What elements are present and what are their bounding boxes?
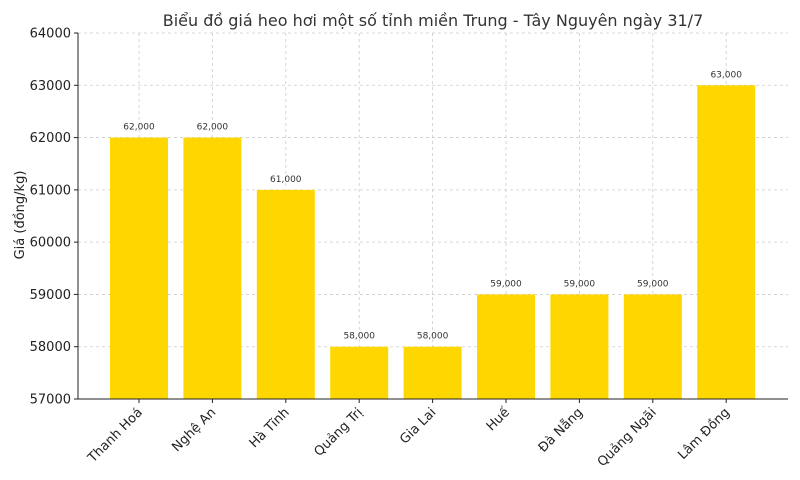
- y-tick-label: 63000: [30, 79, 71, 94]
- bar: [256, 189, 315, 399]
- data-label: 59,000: [637, 279, 669, 289]
- data-labels: 62,000 62,000 61,000 58,000 58,000 59,000 59,0…: [123, 70, 742, 341]
- x-tick-labels: Thanh Hoá Nghệ An Hà Tĩnh Quảng Trị Gia Lai H…: [85, 405, 733, 470]
- bar: [110, 137, 168, 400]
- data-label: 63,000: [710, 70, 742, 80]
- x-tick-label: Nghệ An: [169, 405, 219, 455]
- data-label: 59,000: [564, 279, 596, 289]
- y-tick-label: 60000: [30, 236, 71, 251]
- y-tick-label: 57000: [30, 393, 71, 408]
- data-label: 59,000: [490, 279, 522, 289]
- bar: [697, 85, 756, 400]
- chart-title: Biểu đồ giá heo hơi một số tỉnh miền Tru…: [163, 11, 704, 30]
- data-label: 62,000: [197, 123, 229, 133]
- bar: [550, 294, 609, 399]
- x-tick-label: Gia Lai: [397, 405, 439, 447]
- y-tick-label: 58000: [30, 340, 71, 355]
- y-tick-label: 64000: [30, 27, 71, 42]
- y-tick-label: 62000: [30, 131, 71, 146]
- bar: [330, 346, 389, 399]
- axes: [74, 32, 788, 403]
- data-label: 62,000: [123, 123, 155, 133]
- y-tick-labels: 57000 58000 59000 60000 61000 62000 63000 64000: [30, 27, 71, 408]
- bar: [183, 137, 242, 400]
- data-label: 61,000: [270, 175, 302, 185]
- y-tick-label: 61000: [30, 183, 71, 198]
- bars: [110, 85, 756, 400]
- data-label: 58,000: [343, 332, 375, 342]
- x-tick-label: Hà Tĩnh: [247, 405, 293, 451]
- y-axis-label: Giá (đồng/kg): [13, 171, 28, 260]
- bar: [477, 294, 535, 399]
- x-tick-label: Quảng Ngãi: [595, 405, 660, 470]
- bar: [403, 346, 462, 399]
- x-tick-label: Quảng Trị: [312, 405, 366, 459]
- x-tick-label: Thanh Hoá: [85, 405, 146, 466]
- bar: [623, 294, 682, 399]
- x-tick-label: Lâm Đồng: [675, 405, 733, 463]
- x-tick-label: Huế: [484, 405, 513, 434]
- y-tick-label: 59000: [30, 288, 71, 303]
- x-tick-label: Đà Nẵng: [536, 405, 586, 455]
- data-label: 58,000: [417, 332, 449, 342]
